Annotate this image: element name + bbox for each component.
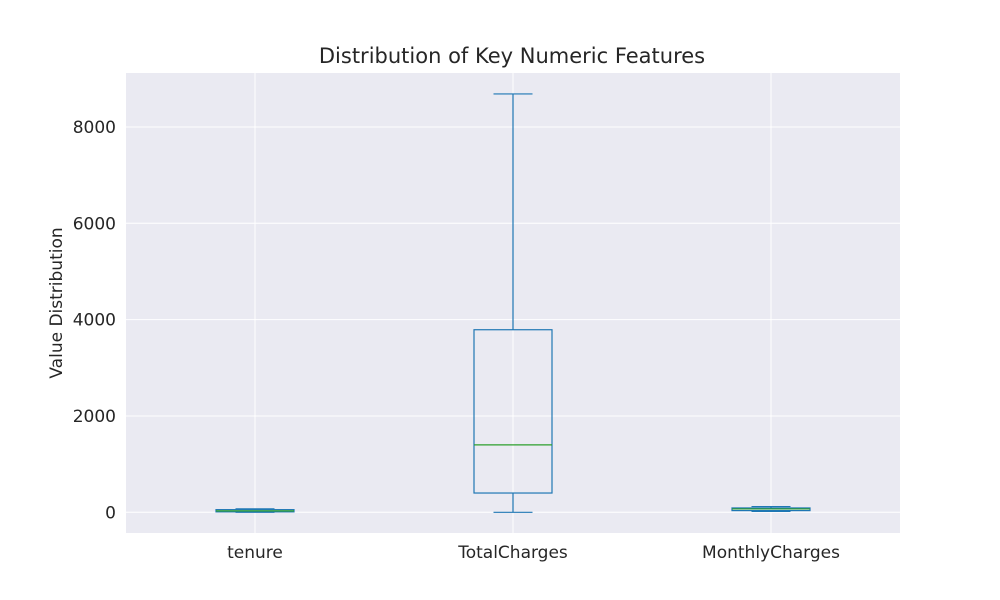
chart-title: Distribution of Key Numeric Features [319, 44, 705, 68]
x-tick-label: tenure [227, 543, 283, 563]
y-axis-ticks: 0 2000 4000 6000 8000 [73, 118, 116, 523]
box-series [215, 93, 811, 513]
x-tick-label: TotalCharges [457, 543, 568, 563]
y-tick-label: 6000 [73, 214, 116, 234]
y-axis-label: Value Distribution [47, 227, 67, 378]
x-axis-ticks: tenure TotalCharges MonthlyCharges [227, 543, 840, 563]
y-tick-label: 8000 [73, 118, 116, 138]
iqr-box [473, 329, 553, 494]
box-MonthlyCharges [731, 505, 811, 513]
y-tick-label: 4000 [73, 311, 116, 331]
x-tick-label: MonthlyCharges [702, 543, 840, 563]
y-tick-label: 2000 [73, 407, 116, 427]
box-tenure [215, 508, 295, 513]
box-TotalCharges [473, 93, 553, 513]
y-tick-label: 0 [105, 503, 116, 523]
